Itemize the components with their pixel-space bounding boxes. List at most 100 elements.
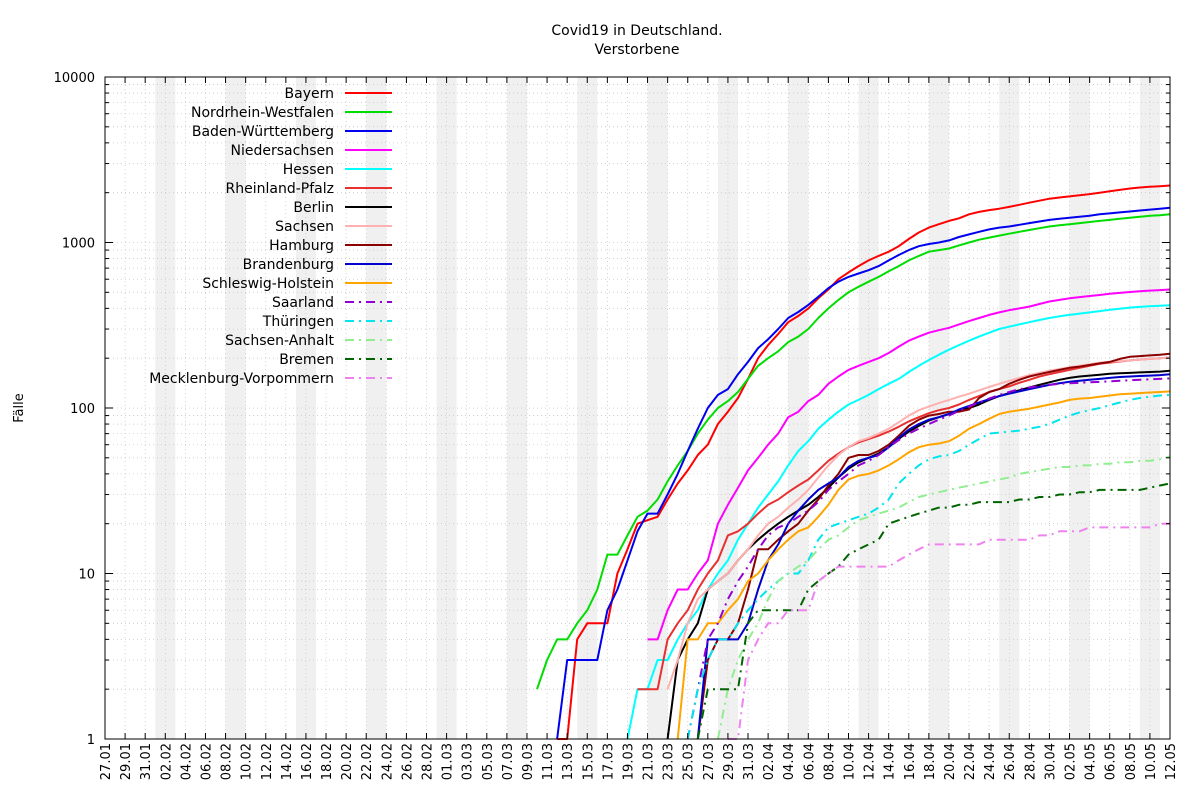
x-tick-label: 02.02: [159, 743, 174, 780]
x-tick-label: 28.04: [1023, 743, 1038, 780]
legend-label: Hamburg: [269, 238, 334, 254]
x-tick-label: 01.03: [441, 743, 456, 780]
legend-label: Mecklenburg-Vorpommern: [149, 371, 334, 387]
legend: Bayern Nordrhein-Westfalen Baden-Württembe…: [149, 86, 392, 387]
legend-label: Rheinland-Pfalz: [226, 181, 334, 197]
weekend-band: [717, 77, 738, 739]
chart-subtitle: Verstorbene: [595, 42, 680, 58]
x-tick-label: 02.05: [1064, 743, 1079, 780]
x-tick-label: 29.01: [119, 743, 134, 780]
x-tick-label: 06.04: [802, 743, 817, 780]
legend-label: Nordrhein-Westfalen: [191, 105, 334, 121]
grid: [104, 77, 1171, 740]
x-tick-label: 31.03: [742, 743, 757, 780]
x-tick-label: 18.02: [320, 743, 335, 780]
x-tick-label: 08.04: [822, 743, 837, 780]
x-tick-label: 11.03: [541, 743, 556, 780]
x-tick-label: 22.02: [360, 743, 375, 780]
y-axis-label: Fälle: [12, 393, 27, 422]
x-tick-label: 08.02: [220, 743, 235, 780]
x-tick-label: 28.02: [421, 743, 436, 780]
x-tick-label: 20.04: [943, 743, 958, 780]
x-tick-label: 25.03: [682, 743, 697, 780]
legend-label: Bremen: [279, 352, 334, 368]
x-tick-label: 20.02: [340, 743, 355, 780]
x-tick-label: 10.04: [842, 743, 857, 780]
x-tick-label: 16.04: [903, 743, 918, 780]
x-tick-label: 17.03: [601, 743, 616, 780]
x-tick-label: 27.03: [702, 743, 717, 780]
x-tick-label: 06.02: [199, 743, 214, 780]
x-tick-label: 19.03: [621, 743, 636, 780]
legend-label: Bayern: [285, 86, 334, 102]
series-line-baden-w-rttemberg: [556, 206, 1171, 740]
y-tick-label: 10: [78, 568, 95, 583]
x-tick-label: 30.04: [1043, 743, 1058, 780]
weekend-band: [577, 77, 598, 739]
series-line-sachsen-anhalt: [716, 455, 1171, 740]
series-line-hessen: [626, 304, 1171, 740]
weekend-band: [1069, 77, 1090, 739]
weekend-band: [225, 77, 246, 739]
x-tick-label: 24.02: [380, 743, 395, 780]
legend-label: Berlin: [293, 200, 334, 216]
x-tick-label: 02.04: [762, 743, 777, 780]
x-tick-label: 18.04: [923, 743, 938, 780]
x-tick-label: 31.01: [139, 743, 154, 780]
x-tick-label: 29.03: [722, 743, 737, 780]
x-tick-label: 04.04: [782, 743, 797, 780]
y-tick-label: 1: [87, 733, 95, 748]
legend-label: Baden-Württemberg: [192, 124, 334, 140]
x-tick-label: 22.04: [963, 743, 978, 780]
x-tick-label: 09.03: [521, 743, 536, 780]
x-tick-label: 12.05: [1164, 743, 1179, 780]
x-axis: 27.01 29.01 31.01 02.02 04.02 06.02 08.02 10.02…: [99, 77, 1179, 780]
x-tick-label: 10.05: [1144, 743, 1159, 780]
legend-label: Thüringen: [262, 314, 334, 330]
x-tick-label: 14.02: [280, 743, 295, 780]
series-line-rheinland-pfalz: [637, 356, 1171, 691]
x-tick-label: 16.02: [300, 743, 315, 780]
legend-label: Sachsen: [275, 219, 334, 235]
series-line-brandenburg: [696, 373, 1171, 740]
legend-label: Brandenburg: [243, 257, 334, 273]
x-tick-label: 10.02: [240, 743, 255, 780]
x-tick-label: 23.03: [662, 743, 677, 780]
x-tick-label: 14.04: [883, 743, 898, 780]
series-line-hamburg: [696, 352, 1171, 740]
legend-label: Hessen: [283, 162, 334, 178]
x-tick-label: 15.03: [581, 743, 596, 780]
x-tick-label: 07.03: [501, 743, 516, 780]
x-tick-label: 26.04: [1003, 743, 1018, 780]
x-tick-label: 13.03: [561, 743, 576, 780]
y-tick-label: 10000: [54, 71, 95, 86]
series-line-mecklenburg-vorpommern: [727, 522, 1170, 740]
x-tick-label: 27.01: [99, 743, 114, 780]
x-tick-label: 12.04: [863, 743, 878, 780]
x-tick-label: 04.05: [1084, 743, 1099, 780]
series-line-niedersachsen: [647, 288, 1171, 641]
y-tick-label: 100: [70, 402, 95, 417]
x-tick-label: 21.03: [642, 743, 657, 780]
y-tick-label: 1000: [62, 237, 95, 252]
series-line-bayern: [557, 184, 1171, 740]
legend-label: Sachsen-Anhalt: [225, 333, 334, 349]
x-tick-label: 26.02: [400, 743, 415, 780]
chart-title: Covid19 in Deutschland.: [551, 23, 722, 39]
x-tick-label: 08.05: [1124, 743, 1139, 780]
legend-label: Niedersachsen: [231, 143, 334, 159]
series-lines: [536, 184, 1171, 740]
series-line-bremen: [696, 482, 1171, 740]
x-tick-label: 03.03: [461, 743, 476, 780]
legend-label: Saarland: [272, 295, 334, 311]
legend-label: Schleswig-Holstein: [202, 276, 334, 292]
series-line-nordrhein-westfalen: [536, 213, 1171, 690]
x-tick-label: 05.03: [481, 743, 496, 780]
series-line-schleswig-holstein: [676, 390, 1171, 740]
x-tick-label: 04.02: [179, 743, 194, 780]
y-axis: 1 10 100 1000 10000: [54, 71, 1170, 748]
x-tick-label: 24.04: [983, 743, 998, 780]
x-tick-label: 12.02: [260, 743, 275, 780]
